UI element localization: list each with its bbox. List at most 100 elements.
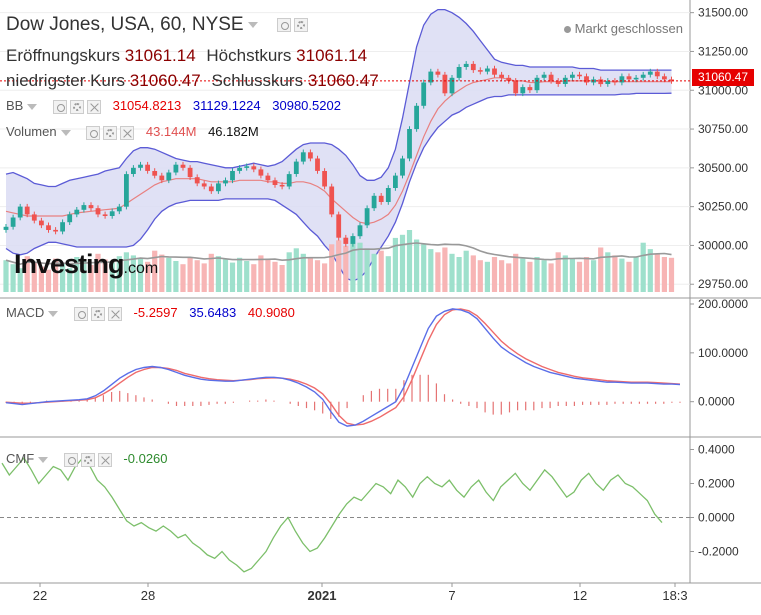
chevron-down-icon[interactable]	[60, 129, 71, 136]
candle	[10, 214, 16, 230]
candle-body	[31, 214, 37, 221]
candle	[3, 224, 9, 233]
volume-bar	[435, 252, 441, 292]
gear-icon[interactable]	[293, 17, 308, 32]
candle	[244, 163, 250, 171]
volume-bar	[307, 257, 313, 292]
price-tick-label: 30250.00	[698, 200, 748, 214]
candle	[39, 217, 44, 229]
macd-name: MACD	[6, 305, 45, 320]
low-value: 31060.47	[129, 71, 201, 90]
chart-title: Dow Jones, USA, 60, NYSE	[6, 14, 308, 36]
volume-bar	[222, 259, 229, 292]
volume-bar	[237, 257, 243, 292]
candle-body	[237, 167, 242, 171]
eye-icon[interactable]	[73, 306, 88, 321]
candle-body	[315, 158, 320, 171]
candle-body	[393, 175, 398, 188]
candle	[251, 163, 257, 173]
candle	[60, 219, 65, 235]
volume-bar	[513, 253, 519, 292]
chevron-down-icon[interactable]	[38, 456, 49, 463]
price-tick-label: 30000.00	[698, 238, 748, 252]
candle-body	[145, 164, 150, 171]
candle	[499, 71, 504, 81]
volume-bar	[647, 249, 653, 292]
candle-body	[463, 63, 469, 67]
candle	[131, 165, 136, 177]
volume-bar	[442, 247, 448, 292]
x-tick-label: 28	[141, 588, 155, 603]
logo-main: Investing	[14, 249, 125, 279]
volume-bar	[661, 257, 667, 292]
candle-body	[598, 79, 604, 85]
volume-bar	[612, 255, 618, 292]
candle	[116, 203, 122, 215]
candle-body	[499, 74, 504, 78]
volume-bar	[350, 236, 356, 292]
macd-line	[5, 308, 681, 427]
gear-icon[interactable]	[90, 306, 105, 321]
eye-icon[interactable]	[276, 17, 291, 32]
close-icon[interactable]	[107, 306, 122, 321]
candle-body	[329, 186, 335, 215]
candle	[449, 75, 455, 97]
candle-body	[343, 237, 349, 244]
x-tick-label: 2021	[308, 588, 337, 603]
volume-bar	[456, 257, 462, 292]
volume-bar	[591, 260, 597, 292]
cmf-legend: CMF -0.0260	[6, 451, 168, 467]
candle-body	[548, 74, 554, 81]
bb-upper-value: 31129.1224	[192, 98, 261, 113]
bb-lower-value: 30980.5202	[272, 98, 341, 113]
close-icon[interactable]	[120, 125, 135, 140]
volume-bar	[583, 257, 590, 292]
candle	[223, 177, 228, 187]
candle	[357, 222, 363, 239]
candle-body	[53, 229, 58, 232]
candle	[272, 177, 278, 188]
candle	[293, 158, 299, 177]
close-icon[interactable]	[86, 99, 101, 114]
macd-value: 35.6483	[189, 305, 237, 320]
market-status-label: Markt geschlossen	[574, 21, 683, 36]
candle-body	[485, 68, 490, 72]
volume-bar	[484, 261, 490, 292]
gear-icon[interactable]	[103, 125, 118, 140]
candle-body	[46, 225, 51, 230]
x-tick-label: 22	[33, 588, 47, 603]
x-tick-label: 18:3	[662, 588, 687, 603]
candle-body	[570, 74, 575, 78]
volume-bar	[314, 260, 321, 292]
chevron-down-icon[interactable]	[27, 103, 38, 110]
cmf-tick-label: 0.0000	[698, 511, 735, 525]
candle-body	[513, 80, 519, 94]
candle-body	[138, 164, 143, 168]
chevron-down-icon[interactable]	[48, 310, 59, 317]
macd-signal-line	[5, 308, 681, 426]
candle-body	[279, 184, 285, 187]
eye-icon[interactable]	[63, 452, 78, 467]
gear-icon[interactable]	[69, 99, 84, 114]
eye-icon[interactable]	[86, 125, 101, 140]
candle-body	[173, 164, 179, 173]
volume-value-1: 43.144M	[145, 124, 197, 139]
cmf-name: CMF	[6, 451, 35, 466]
x-tick-label: 7	[448, 588, 455, 603]
macd-hist-value: -5.2597	[133, 305, 178, 320]
candle-body	[520, 87, 526, 94]
candle	[619, 73, 625, 86]
eye-icon[interactable]	[52, 99, 67, 114]
chevron-down-icon[interactable]	[247, 21, 258, 28]
close-icon[interactable]	[97, 452, 112, 467]
gear-icon[interactable]	[80, 452, 95, 467]
volume-bar	[137, 258, 144, 292]
candle	[385, 185, 391, 205]
candle-body	[187, 167, 193, 178]
candle	[31, 211, 37, 224]
candle-body	[159, 175, 165, 181]
candle	[159, 172, 165, 184]
candle-body	[81, 205, 87, 210]
